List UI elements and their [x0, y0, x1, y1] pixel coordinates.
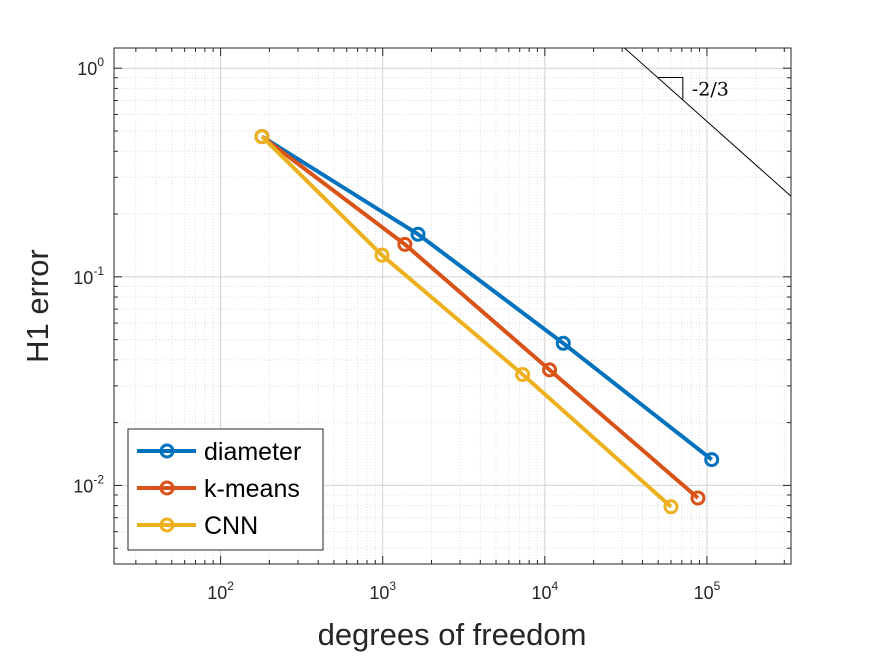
legend-swatch-marker	[159, 517, 175, 533]
x-tick-label: 104	[531, 579, 558, 603]
axis-ticks	[114, 48, 791, 564]
tick-labels: 102 103 104 105 10-2 10-1 100	[73, 55, 720, 603]
legend-swatch-marker	[159, 443, 175, 459]
series-line	[260, 135, 673, 509]
slope-label: -2/3	[692, 79, 729, 101]
x-tick-label: 105	[694, 579, 721, 603]
legend-entry: diameter	[137, 438, 301, 466]
legend-label: diameter	[204, 438, 301, 466]
data-point	[374, 247, 390, 263]
legend-entry: k-means	[137, 475, 300, 503]
data-point	[397, 236, 413, 252]
data-point	[690, 490, 706, 506]
data-point	[542, 362, 558, 378]
legend-label: k-means	[204, 475, 300, 503]
slope-triangle	[658, 76, 684, 100]
legend-label: CNN	[204, 512, 258, 540]
legend-swatch-marker	[159, 480, 175, 496]
y-tick-label: 100	[77, 55, 104, 79]
plot-frame	[113, 47, 792, 565]
slope-indicator: -2/3	[624, 47, 792, 197]
x-tick-label: 102	[207, 579, 234, 603]
legend-entry: CNN	[137, 512, 258, 540]
series-line	[260, 134, 713, 462]
slope-reference-line	[624, 47, 792, 197]
x-axis-label: degrees of freedom	[318, 617, 587, 652]
data-point	[555, 335, 571, 351]
series-lines	[254, 129, 720, 515]
data-point	[704, 452, 720, 468]
y-tick-label: 10-1	[73, 264, 104, 288]
series-CNN	[254, 129, 679, 515]
data-point	[515, 367, 531, 383]
data-point	[663, 499, 679, 515]
legend: diameter k-means CNN	[127, 428, 324, 551]
y-tick-label: 10-2	[73, 472, 104, 496]
data-point	[254, 129, 270, 145]
series-line	[260, 135, 700, 500]
data-point	[410, 226, 426, 242]
y-axis-label: H1 error	[20, 249, 55, 363]
x-tick-label: 103	[369, 579, 396, 603]
